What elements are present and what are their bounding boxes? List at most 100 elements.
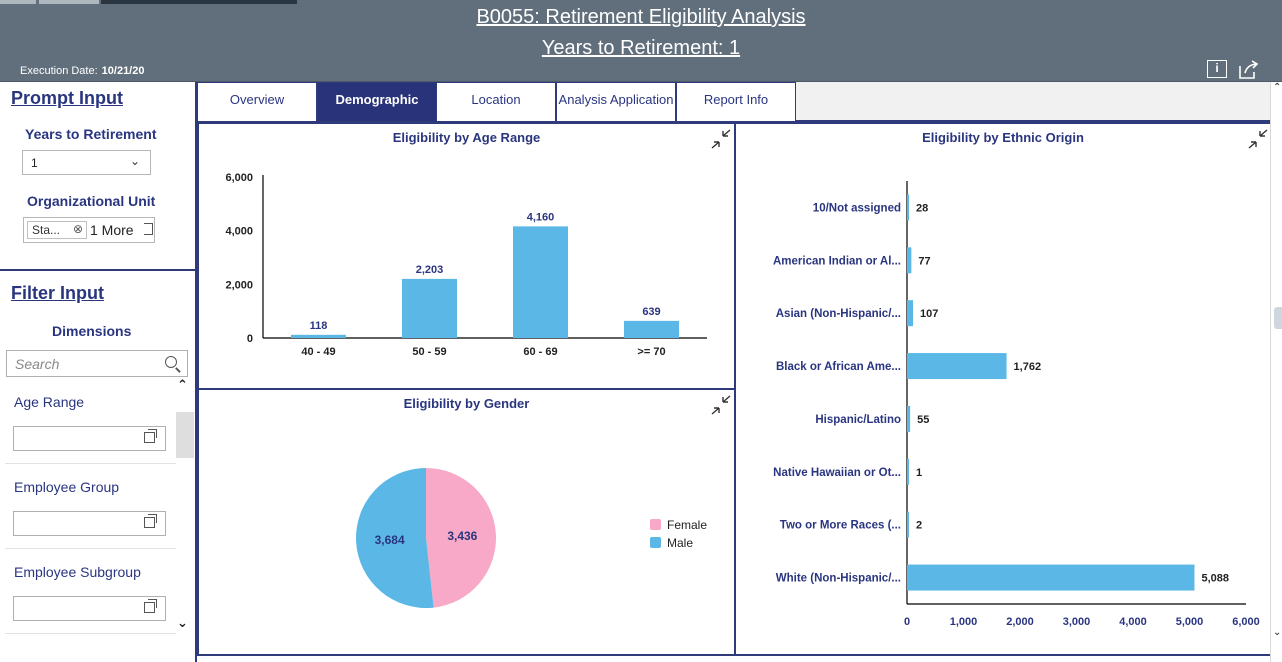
page-scroll-up-icon[interactable]: ⌃	[1273, 82, 1282, 93]
top-tab-1[interactable]	[0, 0, 36, 4]
ethnic-origin-panel: Eligibility by Ethnic Origin 0 1,000 2,000…	[734, 122, 1272, 656]
x-tick-label: 50 - 59	[412, 346, 446, 358]
report-title[interactable]: B0055: Retirement Eligibility Analysis	[476, 6, 806, 28]
x-tick-label: 60 - 69	[523, 346, 557, 358]
report-subtitle[interactable]: Years to Retirement: 1	[541, 37, 741, 59]
expand-icon[interactable]	[710, 129, 732, 149]
y-tick-label: Native Hawaiian or Ot...	[773, 467, 901, 479]
section-divider	[0, 269, 197, 271]
x-tick-label: 1,000	[950, 616, 978, 628]
bar-value-label: 118	[310, 320, 328, 332]
org-unit-token-label: Sta...	[32, 223, 61, 237]
org-unit-input[interactable]: Sta... ⊗ 1 More	[23, 217, 155, 243]
chart-title: Eligibility by Ethnic Origin	[922, 130, 1084, 145]
expand-icon[interactable]	[1247, 129, 1269, 149]
tab-report-info[interactable]: Report Info	[676, 82, 796, 121]
execution-date: Execution Date: 10/21/20	[20, 65, 144, 77]
bar	[907, 194, 909, 221]
y-tick-label: Two or More Races (...	[780, 520, 901, 532]
legend-label: Female	[667, 518, 707, 532]
org-unit-more[interactable]: 1 More	[90, 222, 134, 238]
pie-value-label: 3,436	[447, 529, 477, 543]
dimension-filter-input[interactable]	[13, 596, 166, 621]
years-to-retirement-dropdown[interactable]: 1 ⌄	[22, 150, 151, 175]
tab-location[interactable]: Location	[436, 82, 556, 121]
bar-value-label: 1	[916, 467, 922, 479]
y-tick-label: American Indian or Al...	[773, 255, 901, 267]
scroll-down-icon[interactable]: ⌄	[177, 615, 188, 630]
dimension-item-employee-subgroup: Employee Subgroup	[5, 549, 176, 634]
bar	[907, 405, 911, 432]
bar-value-label: 2,203	[416, 264, 444, 276]
y-tick-label: 6,000	[225, 172, 253, 184]
dimension-filter-input[interactable]	[13, 511, 166, 536]
value-help-icon[interactable]	[144, 429, 157, 443]
bar	[907, 458, 909, 485]
page-scrollbar[interactable]: ⌃ ⌄	[1270, 82, 1282, 662]
scrollbar-thumb[interactable]	[176, 412, 194, 458]
scroll-up-icon[interactable]: ⌃	[177, 377, 188, 392]
y-tick-label: 0	[247, 333, 253, 345]
y-tick-label: Asian (Non-Hispanic/...	[776, 308, 901, 320]
bar	[513, 226, 568, 338]
execution-date-label: Execution Date:	[20, 65, 98, 77]
share-icon[interactable]	[1238, 60, 1259, 79]
dimensions-label: Dimensions	[52, 323, 132, 339]
tab-demographic[interactable]: Demographic	[317, 82, 437, 121]
bar-value-label: 107	[920, 308, 938, 320]
value-help-icon[interactable]	[144, 599, 157, 613]
bar	[907, 353, 1007, 380]
info-icon[interactable]: i	[1207, 60, 1227, 78]
tab-overview[interactable]: Overview	[197, 82, 317, 121]
dimension-filter-input[interactable]	[13, 426, 166, 451]
value-help-icon[interactable]	[144, 514, 157, 528]
execution-date-value: 10/21/20	[101, 65, 145, 77]
age-range-panel: Eligibility by Age Range 0 2,000 4,000 6,00…	[197, 122, 736, 390]
y-tick-label: 10/Not assigned	[813, 202, 901, 214]
x-tick-label: 0	[904, 616, 910, 628]
chevron-down-icon: ⌄	[129, 154, 140, 168]
bar-value-label: 4,160	[527, 211, 555, 223]
top-tab-3[interactable]	[101, 0, 297, 4]
remove-token-icon[interactable]: ⊗	[72, 222, 83, 236]
bar	[291, 334, 346, 338]
dimension-item-employee-group: Employee Group	[5, 464, 176, 549]
years-value: 1	[31, 156, 38, 170]
bar	[402, 278, 457, 338]
dimension-label: Employee Subgroup	[14, 564, 141, 580]
legend-swatch	[650, 519, 661, 530]
side-panel-handle[interactable]	[1274, 307, 1282, 329]
gender-chart: 3,436 3,684 Female Male	[356, 468, 707, 608]
value-help-icon[interactable]	[144, 223, 153, 235]
dimension-list: Age Range Employee Group Employee Subgro…	[5, 379, 176, 649]
tab-analysis-application[interactable]: Analysis Application	[556, 82, 676, 121]
dimension-label: Employee Group	[14, 479, 120, 495]
dimension-scrollbar[interactable]: ⌃ ⌄	[176, 377, 194, 641]
dimension-item-age-range: Age Range	[5, 379, 176, 464]
pie-value-label: 3,684	[375, 533, 405, 547]
bar-value-label: 28	[916, 202, 928, 214]
bar	[624, 320, 679, 338]
ethnic-origin-chart: 0 1,000 2,000 3,000 4,000 5,000 6,000 28 10/Not …	[773, 181, 1260, 628]
bar	[907, 564, 1195, 591]
x-tick-label: >= 70	[637, 346, 665, 358]
filter-input-title[interactable]: Filter Input	[11, 283, 104, 303]
search-icon[interactable]	[165, 356, 177, 368]
dimension-search-input[interactable]: Search	[6, 350, 188, 377]
bar-value-label: 639	[642, 306, 660, 318]
y-tick-label: White (Non-Hispanic/...	[776, 573, 901, 585]
x-tick-label: 2,000	[1006, 616, 1034, 628]
org-unit-token[interactable]: Sta... ⊗	[27, 221, 87, 239]
bar-value-label: 77	[918, 255, 930, 267]
bar	[907, 511, 909, 538]
bar-value-label: 1,762	[1014, 361, 1042, 373]
header-bar: B0055: Retirement Eligibility Analysis Y…	[0, 0, 1282, 82]
page-scroll-down-icon[interactable]: ⌄	[1273, 627, 1282, 638]
chart-title: Eligibility by Gender	[403, 396, 530, 411]
left-panel: Prompt Input Years to Retirement 1 ⌄ Org…	[0, 82, 197, 662]
expand-icon[interactable]	[710, 395, 732, 415]
y-tick-label: 4,000	[225, 226, 253, 238]
x-tick-label: 6,000	[1232, 616, 1260, 628]
top-tab-2[interactable]	[39, 0, 99, 4]
prompt-input-title[interactable]: Prompt Input	[11, 88, 123, 108]
